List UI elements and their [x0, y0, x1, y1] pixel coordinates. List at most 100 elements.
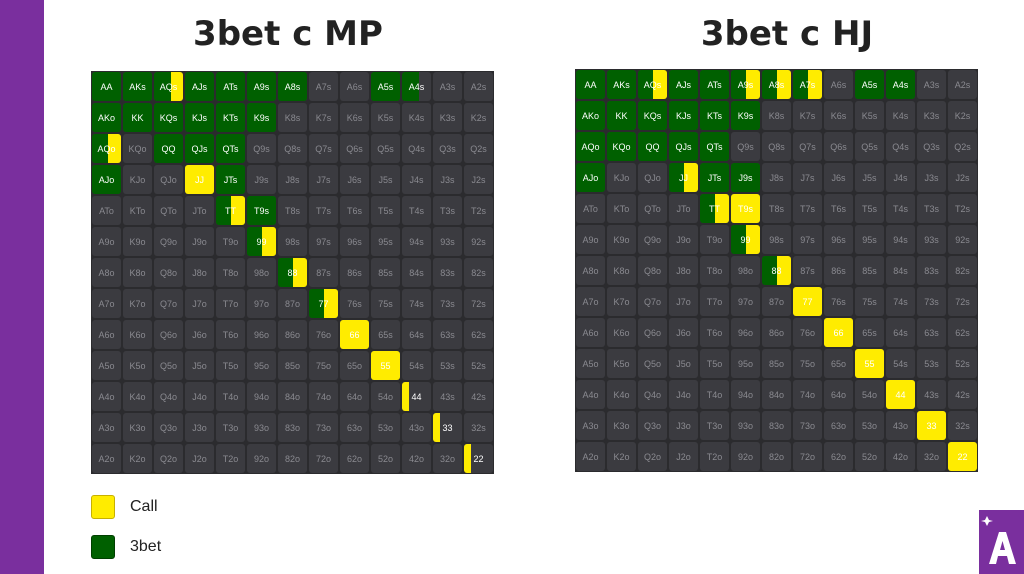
hand-label: A9o: [582, 234, 599, 245]
hand-cell-K5o: K5o: [123, 351, 152, 380]
hand-cell-Q6s: Q6s: [824, 132, 853, 161]
hand-cell-AJo: AJo: [576, 163, 605, 192]
hand-label: Q4s: [892, 141, 909, 152]
hand-cell-K5o: K5o: [607, 349, 636, 378]
hand-label: T9s: [737, 203, 753, 214]
hand-cell-64o: 64o: [340, 382, 369, 411]
hand-cell-T6o: T6o: [216, 320, 245, 349]
hand-cell-32o: 32o: [433, 444, 462, 473]
hand-label: ATo: [583, 203, 598, 214]
hand-cell-ATs: ATs: [216, 72, 245, 101]
hand-cell-32o: 32o: [917, 442, 946, 471]
hand-cell-52s: 52s: [464, 351, 493, 380]
hand-cell-43o: 43o: [402, 413, 431, 442]
hand-label: K9o: [129, 236, 146, 247]
hand-cell-A7o: A7o: [576, 287, 605, 316]
hand-cell-94s: 94s: [886, 225, 915, 254]
hand-label: J6o: [676, 327, 691, 338]
hand-cell-84o: 84o: [762, 380, 791, 409]
hand-label: 96o: [737, 327, 754, 338]
hand-cell-KTo: KTo: [607, 194, 636, 223]
hand-label: KJo: [613, 172, 630, 183]
hand-cell-K3s: K3s: [433, 103, 462, 132]
hand-label: ATo: [99, 205, 114, 216]
hand-cell-93o: 93o: [731, 411, 760, 440]
hand-label: K5s: [377, 112, 394, 123]
hand-cell-44: 44: [402, 382, 431, 411]
hand-cell-93s: 93s: [917, 225, 946, 254]
hand-label: 43o: [892, 420, 909, 431]
hand-label: 94o: [737, 389, 754, 400]
hand-label: J4o: [192, 391, 207, 402]
hand-label: J2o: [192, 453, 207, 464]
hand-cell-J8o: J8o: [185, 258, 214, 287]
hand-label: 52s: [471, 360, 486, 371]
hand-cell-66: 66: [340, 320, 369, 349]
hand-cell-82s: 82s: [464, 258, 493, 287]
hand-cell-T9s: T9s: [247, 196, 276, 225]
hand-label: 92o: [737, 451, 754, 462]
hand-cell-J3s: J3s: [917, 163, 946, 192]
hand-label: 54o: [861, 389, 878, 400]
hand-label: K3s: [923, 110, 940, 121]
hand-label: 74o: [799, 389, 816, 400]
hand-label: J2s: [955, 172, 970, 183]
hand-label: K6s: [830, 110, 847, 121]
hand-cell-K8s: K8s: [278, 103, 307, 132]
hand-label: T7s: [315, 205, 331, 216]
legend-call-swatch: [91, 495, 115, 519]
hand-cell-T2s: T2s: [948, 194, 977, 223]
hand-cell-KQs: KQs: [638, 101, 667, 130]
hand-cell-A9s: A9s: [247, 72, 276, 101]
hand-label: T9o: [706, 234, 723, 245]
hand-label: 72o: [315, 453, 332, 464]
hand-label: K6s: [346, 112, 363, 123]
hand-label: 98s: [769, 234, 784, 245]
hand-label: J5s: [862, 172, 877, 183]
hand-cell-J8s: J8s: [278, 165, 307, 194]
hand-label: J4s: [409, 174, 424, 185]
hand-cell-96o: 96o: [731, 318, 760, 347]
hand-cell-AQo: AQo: [576, 132, 605, 161]
hand-cell-A6o: A6o: [576, 318, 605, 347]
call-fill: [683, 163, 698, 192]
hand-cell-54s: 54s: [886, 349, 915, 378]
hand-label: T4o: [222, 391, 239, 402]
hand-cell-52o: 52o: [371, 444, 400, 473]
call-fill: [855, 349, 884, 378]
hand-label: 63o: [830, 420, 847, 431]
hand-cell-72s: 72s: [464, 289, 493, 318]
hand-cell-72o: 72o: [793, 442, 822, 471]
hand-cell-ATs: ATs: [700, 70, 729, 99]
hand-label: K5s: [861, 110, 878, 121]
hand-cell-J7s: J7s: [793, 163, 822, 192]
hand-label: JJ: [679, 172, 688, 183]
hand-label: 62s: [955, 327, 970, 338]
hand-cell-96s: 96s: [824, 225, 853, 254]
hand-label: J9o: [676, 234, 691, 245]
hand-label: A5s: [377, 81, 394, 92]
hand-cell-77: 77: [309, 289, 338, 318]
hand-label: Q8s: [768, 141, 785, 152]
A-logo-icon: [981, 516, 1016, 564]
hand-label: A8o: [582, 265, 599, 276]
hand-cell-95o: 95o: [247, 351, 276, 380]
hand-label: T3s: [439, 205, 455, 216]
hand-label: T5o: [222, 360, 239, 371]
threebet-fill: [669, 163, 684, 192]
hand-cell-95s: 95s: [371, 227, 400, 256]
hand-cell-94o: 94o: [731, 380, 760, 409]
hand-label: Q5o: [643, 358, 661, 369]
hand-cell-Q3o: Q3o: [638, 411, 667, 440]
hand-cell-Q5o: Q5o: [638, 349, 667, 378]
hand-cell-A3s: A3s: [433, 72, 462, 101]
threebet-fill: [123, 72, 152, 101]
hand-label: Q2o: [159, 453, 177, 464]
hand-label: K2s: [470, 112, 487, 123]
hand-cell-73s: 73s: [433, 289, 462, 318]
hand-label: T4s: [892, 203, 908, 214]
hand-cell-KK: KK: [123, 103, 152, 132]
range-grid-mp: AA AKs AQs AJs ATs A9s A8s A7s A6s A5s A4s A3s A2s AK…: [91, 71, 494, 474]
hand-label: AKs: [613, 79, 630, 90]
threebet-fill: [700, 194, 715, 223]
